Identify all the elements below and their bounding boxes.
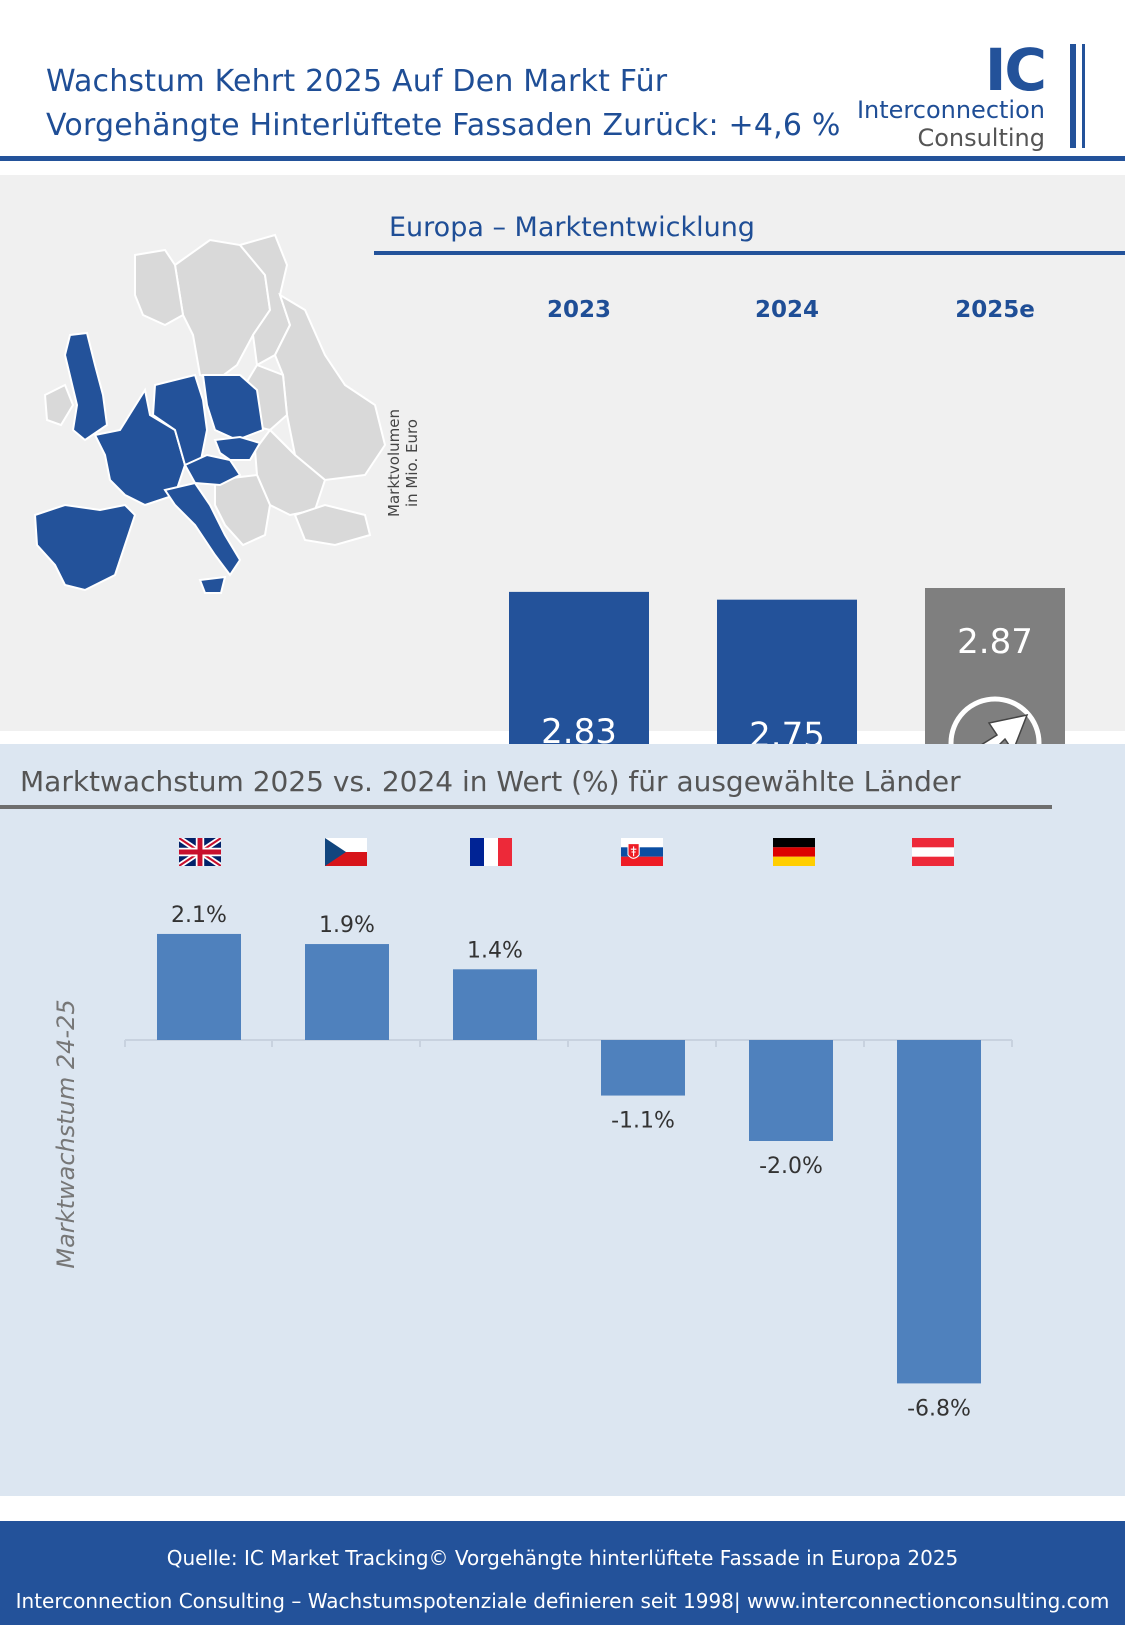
growth-value-DE: -2.0% [759, 1154, 823, 1179]
market-development-divider [374, 251, 1125, 255]
page-title: Wachstum Kehrt 2025 Auf Den Markt Für Vo… [46, 60, 841, 148]
market-development-panel: Europa – Marktentwicklung 2023 2024 2025… [0, 175, 1125, 867]
logo-mark: IC [984, 36, 1047, 104]
footer: Quelle: IC Market Tracking© Vorgehängte … [0, 1521, 1125, 1625]
source-note: Quelle: IC Market Tracking© Vorgehängte … [166, 1546, 959, 1570]
country-growth-title: Marktwachstum 2025 vs. 2024 in Wert (%) … [20, 765, 961, 798]
czech-flag-icon [325, 838, 367, 866]
country-growth-panel: Marktwachstum 2025 vs. 2024 in Wert (%) … [0, 744, 1125, 1496]
axis-label-line-1: Marktvolumen [385, 409, 403, 517]
growth-bar-CZ [305, 944, 389, 1040]
logo-text-line-1: Interconnection [856, 96, 1045, 124]
europe-map-icon [33, 233, 387, 594]
country-growth-chart: 2.1% 1.9% 1.4% -1.1% -2.0% -6.8% [124, 903, 1013, 1421]
company-logo: IC Interconnection Consulting [857, 36, 1100, 155]
market-volume-axis-label: Marktvolumen in Mio. Euro [385, 363, 435, 563]
header: Wachstum Kehrt 2025 Auf Den Markt Für Vo… [0, 0, 1125, 162]
year-label-2023: 2023 [546, 297, 611, 323]
title-line-2: Vorgehängte Hinterlüftete Fassaden Zurüc… [46, 108, 841, 143]
slovakia-flag-icon [621, 838, 663, 866]
logo-bar-thin [1082, 44, 1085, 148]
axis-label-line-2: in Mio. Euro [403, 419, 421, 508]
growth-bar-SK [601, 1040, 685, 1096]
market-development-title: Europa – Marktentwicklung [389, 212, 755, 243]
country-growth-divider [0, 805, 1052, 809]
title-line-1: Wachstum Kehrt 2025 Auf Den Markt Für [46, 64, 668, 99]
growth-bar-DE [749, 1040, 833, 1141]
year-label-2025e: 2025e [955, 297, 1035, 323]
header-divider [0, 156, 1125, 161]
growth-bar-AT [897, 1040, 981, 1384]
growth-value-SK: -1.1% [611, 1109, 675, 1134]
uk-flag-icon [179, 838, 221, 866]
market-volume-value-2025e: 2.87 [957, 622, 1033, 662]
austria-flag-icon [912, 838, 954, 866]
growth-bar-FR [453, 969, 537, 1040]
logo-text-line-2: Consulting [917, 124, 1045, 152]
growth-bar-UK [157, 933, 241, 1040]
growth-value-UK: 2.1% [171, 903, 227, 928]
france-flag-icon [470, 838, 512, 866]
growth-value-FR: 1.4% [467, 938, 523, 963]
growth-value-CZ: 1.9% [319, 913, 375, 938]
logo-bar [1070, 44, 1076, 148]
growth-value-AT: -6.8% [907, 1396, 971, 1421]
company-tagline: Interconnection Consulting – Wachstumspo… [15, 1589, 1110, 1613]
germany-flag-icon [773, 838, 815, 866]
year-label-2024: 2024 [754, 297, 819, 323]
